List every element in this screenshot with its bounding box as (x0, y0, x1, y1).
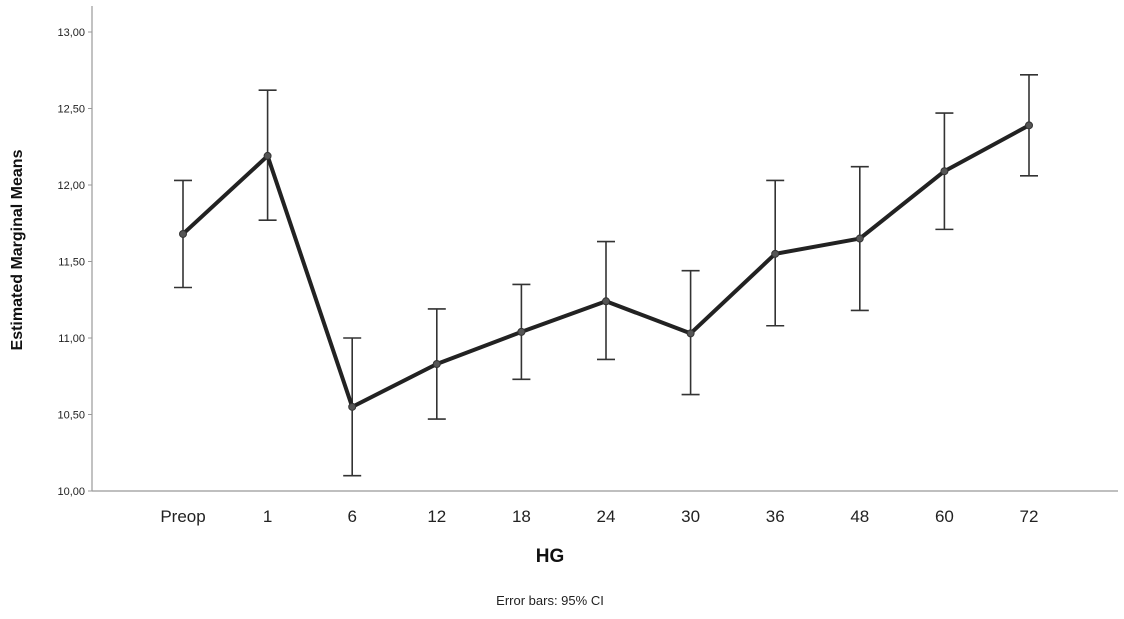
series-group (179, 121, 1033, 411)
data-point (771, 249, 780, 258)
data-point (602, 297, 610, 306)
x-tick-label: 72 (1020, 507, 1039, 526)
chart-axes (91, 6, 1118, 492)
y-tick-label: 11,00 (58, 333, 85, 345)
error-bars (174, 74, 1038, 477)
y-tick-label: 12,50 (57, 104, 85, 116)
x-tick-label: Preop (160, 507, 205, 526)
chart-footnote: Error bars: 95% CI (496, 593, 604, 608)
y-tick-label: 10,00 (57, 486, 85, 498)
data-point (855, 234, 864, 243)
x-axis-ticks: Preop 1 6 12 18 24 30 36 48 60 72 (160, 507, 1038, 526)
x-tick-label: 24 (597, 507, 616, 526)
data-point (686, 329, 695, 338)
y-tick-label: 11,50 (58, 257, 85, 269)
y-axis-label: Estimated Marginal Means (9, 149, 26, 350)
data-point (263, 151, 272, 160)
y-tick-label: 13,00 (57, 27, 85, 39)
y-axis-ticks: 10,00 10,50 11,00 11,50 12,00 12,50 13,00 (57, 27, 92, 498)
x-tick-label: 30 (681, 507, 700, 526)
x-axis-label: HG (536, 546, 565, 567)
x-tick-label: 1 (263, 507, 272, 526)
data-point (432, 360, 441, 369)
x-tick-label: 48 (850, 507, 869, 526)
data-point (940, 167, 949, 176)
data-point (179, 229, 187, 238)
x-tick-label: 60 (935, 507, 954, 526)
x-tick-label: 12 (427, 507, 446, 526)
x-tick-label: 18 (512, 507, 531, 526)
data-point (517, 327, 526, 336)
x-tick-label: 6 (347, 507, 356, 526)
y-tick-label: 10,50 (57, 410, 85, 422)
y-tick-label: 12,00 (57, 180, 85, 192)
x-tick-label: 36 (766, 507, 785, 526)
data-point (348, 402, 357, 411)
data-point (1025, 121, 1033, 130)
